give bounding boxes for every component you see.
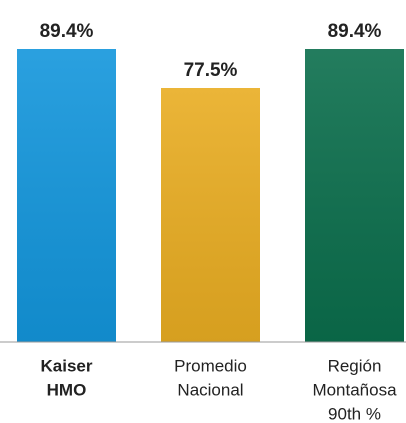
value-label: 77.5% <box>184 60 238 81</box>
category-label: HMO <box>47 380 87 399</box>
value-label: 89.4% <box>328 21 382 42</box>
category-label: Región <box>328 356 382 375</box>
bar-shade <box>161 88 260 342</box>
bar-shade <box>17 49 116 342</box>
value-label: 89.4% <box>40 21 94 42</box>
category-label: Montañosa <box>312 380 397 399</box>
category-label: 90th % <box>328 404 381 423</box>
category-label: Nacional <box>177 380 243 399</box>
bar-shade <box>305 49 404 342</box>
category-label: Promedio <box>174 356 247 375</box>
category-label: Kaiser <box>41 356 93 375</box>
